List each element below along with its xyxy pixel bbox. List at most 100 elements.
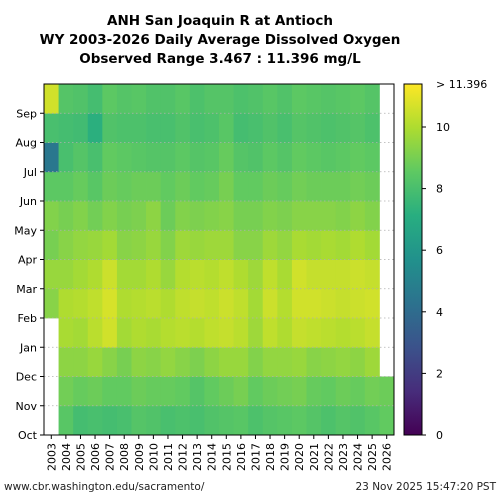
heatmap-cell-2010-sep (146, 84, 162, 114)
heatmap-cell-2018-jan (262, 318, 278, 348)
heatmap-cell-2019-sep (277, 84, 293, 114)
heatmap-cell-2020-jul (291, 142, 307, 173)
x-tick-label-2011: 2011 (162, 443, 175, 471)
heatmap-cell-2009-jun (131, 171, 147, 202)
colorbar (403, 83, 423, 436)
y-tick-label-aug: Aug (16, 137, 37, 150)
heatmap-cell-2016-sep (233, 84, 249, 114)
y-tick-label-feb: Feb (18, 312, 37, 325)
footer-source-url: www.cbr.washington.edu/sacramento/ (4, 481, 205, 493)
heatmap-cell-2009-sep (131, 84, 147, 114)
heatmap-cell-2004-oct (58, 405, 74, 436)
x-tick-label-2009: 2009 (133, 443, 146, 471)
x-tick-label-2012: 2012 (177, 443, 190, 471)
heatmap-cell-2020-feb (291, 288, 307, 319)
heatmap-cell-2020-dec (291, 347, 307, 377)
colorbar-tick-label-10: 10 (436, 121, 450, 134)
heatmap-cell-2022-apr (321, 230, 337, 260)
heatmap-cell-2008-apr (116, 230, 132, 260)
heatmap-cell-2004-nov (58, 376, 74, 407)
heatmap-cell-2021-jul (306, 142, 322, 173)
heatmap-cell-2010-jul (146, 142, 162, 173)
heatmap-cells (44, 84, 395, 436)
heatmap-cell-2025-oct (364, 405, 380, 436)
heatmap-cell-2013-sep (189, 84, 205, 114)
heatmap-cell-2023-oct (335, 405, 351, 436)
heatmap-cell-2024-aug (350, 113, 366, 143)
heatmap-cell-2019-nov (277, 376, 293, 407)
heatmap-cell-2018-jul (262, 142, 278, 173)
heatmap-cell-2014-feb (204, 288, 220, 319)
heatmap-cell-2007-may (102, 201, 118, 231)
heatmap-cell-2017-jun (248, 171, 264, 202)
heatmap-cell-2007-nov (102, 376, 118, 407)
x-tick-label-2026: 2026 (381, 443, 394, 471)
heatmap-cell-2010-aug (146, 113, 162, 143)
heatmap-cell-2010-feb (146, 288, 162, 319)
x-tick-label-2025: 2025 (366, 443, 379, 471)
heatmap-cell-2008-jun (116, 171, 132, 202)
heatmap-cell-2024-apr (350, 230, 366, 260)
heatmap-cell-2017-feb (248, 288, 264, 319)
heatmap-cell-2013-jul (189, 142, 205, 173)
heatmap-cell-2020-aug (291, 113, 307, 143)
heatmap-cell-2014-jun (204, 171, 220, 202)
heatmap-cell-2012-may (175, 201, 191, 231)
heatmap-cell-2012-dec (175, 347, 191, 377)
x-tick-label-2018: 2018 (264, 443, 277, 471)
heatmap-cell-2024-jan (350, 318, 366, 348)
heatmap-cell-2017-apr (248, 230, 264, 260)
heatmap-cell-2016-aug (233, 113, 249, 143)
heatmap-cell-2023-mar (335, 259, 351, 290)
heatmap-cell-2004-feb (58, 288, 74, 319)
y-tick-label-sep: Sep (16, 107, 37, 120)
heatmap-cell-2020-jun (291, 171, 307, 202)
heatmap-cell-2004-sep (58, 84, 74, 114)
heatmap-cell-2024-mar (350, 259, 366, 290)
heatmap-cell-2003-apr (44, 230, 59, 260)
heatmap-cell-2021-mar (306, 259, 322, 290)
heatmap-cell-2025-aug (364, 113, 380, 143)
heatmap-cell-2009-dec (131, 347, 147, 377)
heatmap-cell-2010-oct (146, 405, 162, 436)
heatmap-cell-2012-nov (175, 376, 191, 407)
heatmap-cell-2018-sep (262, 84, 278, 114)
heatmap-cell-2009-feb (131, 288, 147, 319)
heatmap-cell-2005-oct (73, 405, 89, 436)
heatmap-cell-2006-aug (87, 113, 103, 143)
heatmap-cell-2025-mar (364, 259, 380, 290)
heatmap-cell-2020-nov (291, 376, 307, 407)
heatmap-cell-2012-aug (175, 113, 191, 143)
colorbar-tick-label-6: 6 (436, 244, 443, 257)
heatmap-cell-2011-mar (160, 259, 176, 290)
heatmap-cell-2008-jan (116, 318, 132, 348)
heatmap-cell-2019-jan (277, 318, 293, 348)
heatmap-cell-2005-jun (73, 171, 89, 202)
heatmap-cell-2004-jun (58, 171, 74, 202)
heatmap-cell-2004-aug (58, 113, 74, 143)
x-tick-label-2015: 2015 (220, 443, 233, 471)
heatmap-cell-2017-nov (248, 376, 264, 407)
colorbar-axis: 0 2 4 6 8 10 (422, 121, 450, 442)
heatmap-cell-2011-jun (160, 171, 176, 202)
x-tick-label-2022: 2022 (322, 443, 335, 471)
heatmap-cell-2003-aug (44, 113, 59, 143)
heatmap-cell-2004-may (58, 201, 74, 231)
heatmap-cell-2023-may (335, 201, 351, 231)
heatmap-cell-2020-apr (291, 230, 307, 260)
y-axis: Oct Nov Dec Jan Feb Mar Apr May Jun Jul Aug Sep (14, 107, 44, 442)
heatmap-cell-2023-jul (335, 142, 351, 173)
heatmap-cell-2025-nov (364, 376, 380, 407)
heatmap-cell-2012-apr (175, 230, 191, 260)
heatmap-cell-2023-feb (335, 288, 351, 319)
chart-title-line-3: Observed Range 3.467 : 11.396 mg/L (79, 51, 361, 67)
heatmap-cell-2024-feb (350, 288, 366, 319)
heatmap-cell-2024-jul (350, 142, 366, 173)
heatmap-cell-2007-jun (102, 171, 118, 202)
heatmap-cell-2005-jul (73, 142, 89, 173)
heatmap-cell-2011-dec (160, 347, 176, 377)
heatmap-cell-2010-dec (146, 347, 162, 377)
x-tick-label-2013: 2013 (191, 443, 204, 471)
heatmap-cell-2005-feb (73, 288, 89, 319)
